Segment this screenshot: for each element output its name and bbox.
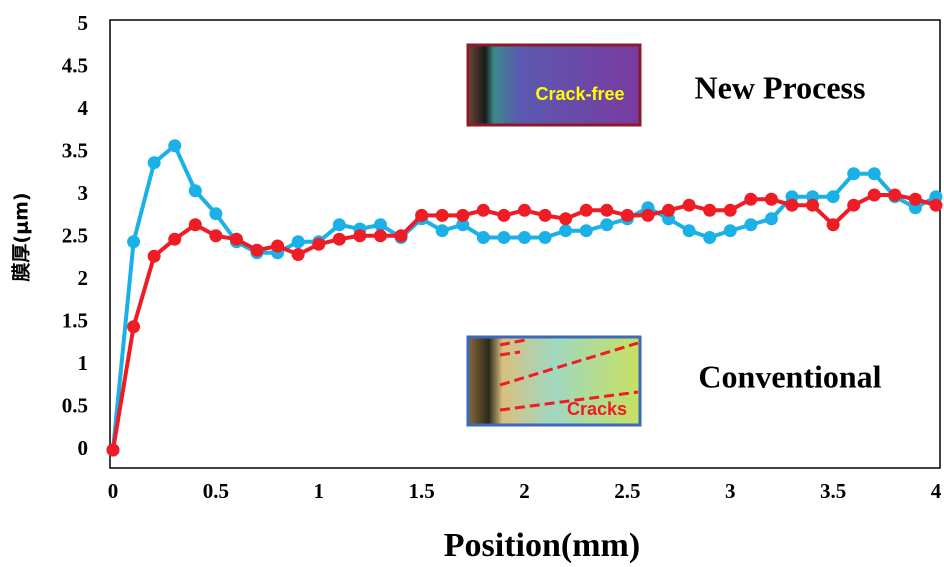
- data-point: [764, 192, 778, 206]
- x-tick-label: 1.5: [409, 479, 435, 503]
- inset-image: [466, 43, 642, 127]
- annotation: Crack-free: [535, 84, 624, 104]
- data-point: [785, 198, 799, 212]
- data-point: [579, 203, 593, 217]
- data-point: [332, 232, 346, 246]
- data-point: [147, 249, 161, 263]
- crack-lines: [499, 338, 639, 412]
- data-point: [744, 218, 758, 232]
- data-point: [456, 218, 470, 232]
- data-point: [682, 224, 696, 238]
- data-point: [106, 443, 120, 457]
- data-point: [353, 229, 367, 243]
- y-tick-label: 3.5: [62, 138, 88, 162]
- data-point: [229, 232, 243, 246]
- plot-frame: [109, 19, 941, 469]
- data-point: [476, 231, 490, 244]
- y-tick-label: 0: [78, 436, 89, 460]
- y-tick-label: 3: [78, 181, 89, 205]
- data-point: [168, 139, 182, 153]
- x-tick-label: 1: [314, 479, 325, 503]
- data-point: [291, 248, 305, 261]
- data-point: [456, 208, 470, 222]
- y-tick-label: 1: [78, 351, 89, 375]
- data-point: [888, 188, 902, 202]
- data-point: [518, 231, 531, 244]
- data-point: [538, 208, 552, 222]
- data-point: [806, 198, 820, 212]
- data-point: [435, 208, 449, 222]
- data-point: [826, 190, 840, 204]
- data-point: [312, 237, 326, 251]
- data-point: [415, 208, 429, 222]
- data-point: [559, 212, 573, 226]
- data-point: [394, 229, 408, 243]
- data-point: [847, 167, 861, 181]
- data-point: [497, 208, 511, 222]
- data-point: [620, 208, 634, 222]
- x-tick-label: 3.5: [820, 479, 846, 503]
- x-tick-label: 0: [108, 479, 119, 503]
- data-point: [435, 224, 449, 238]
- data-point: [188, 218, 202, 232]
- data-point: [723, 203, 737, 217]
- data-point: [127, 235, 141, 249]
- data-point: [600, 203, 614, 217]
- y-axis-title: 膜厚(μm): [10, 192, 33, 282]
- data-point: [744, 192, 758, 206]
- data-point: [127, 320, 141, 334]
- x-tick-label: 2: [519, 479, 530, 503]
- data-point: [209, 207, 223, 221]
- data-point: [271, 239, 285, 253]
- data-point: [929, 198, 943, 212]
- y-tick-label: 1.5: [62, 308, 88, 332]
- data-point: [826, 218, 840, 232]
- data-point: [147, 156, 161, 170]
- data-point: [867, 188, 881, 202]
- data-point: [764, 212, 778, 226]
- x-tick-label: 4: [931, 479, 942, 503]
- data-point: [847, 198, 861, 212]
- data-point: [476, 203, 490, 217]
- data-point: [373, 218, 387, 232]
- x-axis-title: Position(mm): [444, 527, 640, 564]
- data-point: [723, 224, 737, 238]
- y-tick-label: 5: [78, 11, 89, 35]
- y-tick-label: 2.5: [62, 223, 88, 247]
- data-point: [332, 218, 346, 232]
- x-tick-label: 3: [725, 479, 736, 503]
- data-point: [600, 218, 614, 232]
- data-point: [518, 203, 531, 217]
- data-point: [703, 231, 717, 244]
- inset-image: [466, 335, 642, 427]
- legend-label: New Process: [695, 69, 866, 105]
- data-point: [291, 235, 305, 249]
- data-point: [908, 192, 922, 206]
- data-point: [538, 231, 552, 244]
- y-tick-label: 4.5: [62, 53, 88, 77]
- data-point: [662, 203, 676, 217]
- y-tick-label: 4: [78, 96, 89, 120]
- data-point: [497, 231, 511, 244]
- x-tick-label: 2.5: [614, 479, 640, 503]
- annotation: Cracks: [567, 399, 627, 419]
- data-point: [168, 232, 182, 246]
- data-point: [373, 229, 387, 243]
- data-point: [250, 243, 264, 257]
- legend-label: Conventional: [698, 358, 881, 394]
- y-tick-label: 0.5: [62, 393, 88, 417]
- x-tick-label: 0.5: [203, 479, 229, 503]
- data-point: [703, 203, 717, 217]
- data-point: [559, 224, 573, 238]
- data-point: [641, 208, 655, 222]
- data-point: [682, 198, 696, 212]
- data-point: [579, 224, 593, 238]
- y-tick-label: 2: [78, 266, 89, 290]
- data-point: [209, 229, 223, 243]
- data-point: [188, 184, 202, 198]
- data-point: [867, 167, 881, 181]
